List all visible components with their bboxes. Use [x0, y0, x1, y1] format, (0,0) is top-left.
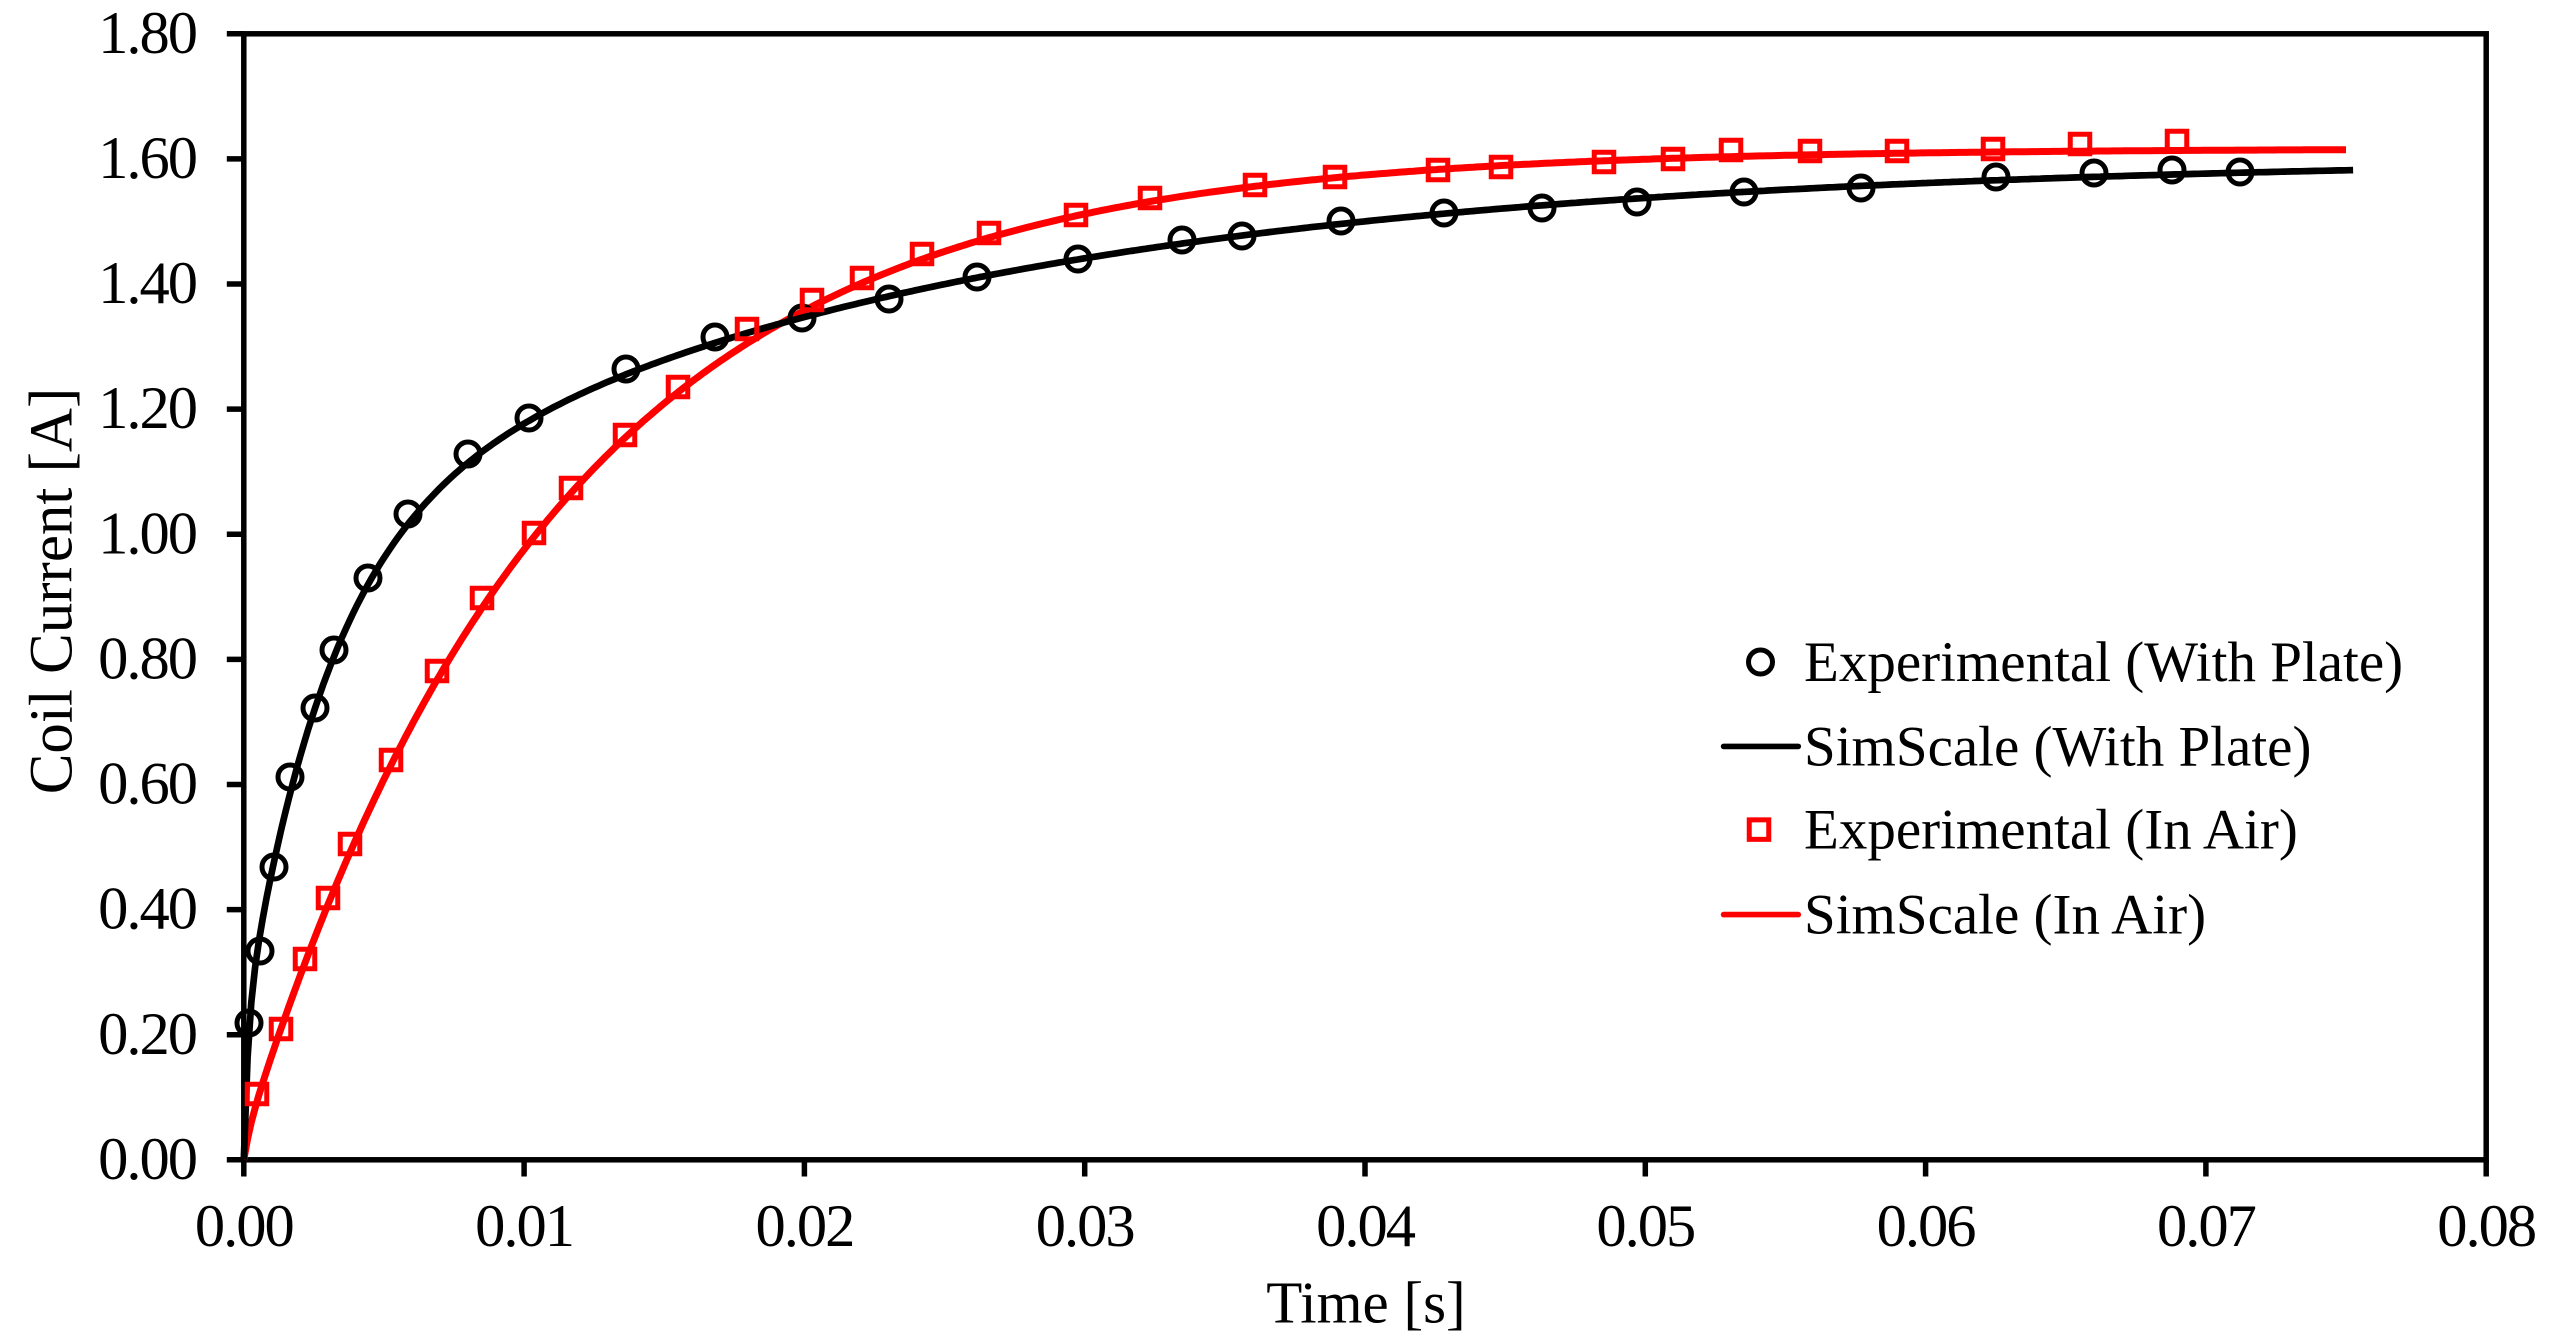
- svg-text:1.80: 1.80: [98, 0, 196, 67]
- svg-text:1.20: 1.20: [98, 375, 196, 442]
- svg-text:SimScale (In Air): SimScale (In Air): [1804, 884, 2206, 947]
- svg-text:0.60: 0.60: [98, 751, 196, 818]
- svg-text:Experimental (In Air): Experimental (In Air): [1804, 799, 2298, 862]
- svg-text:Time [s]: Time [s]: [1266, 1270, 1465, 1336]
- svg-text:0.00: 0.00: [195, 1193, 293, 1260]
- svg-text:0.08: 0.08: [2437, 1193, 2535, 1260]
- svg-text:0.06: 0.06: [1877, 1193, 1976, 1260]
- svg-text:1.60: 1.60: [98, 125, 196, 192]
- svg-text:1.00: 1.00: [98, 500, 196, 567]
- svg-text:0.05: 0.05: [1596, 1193, 1694, 1260]
- svg-text:Coil Current [A]: Coil Current [A]: [19, 388, 86, 795]
- svg-text:Experimental (With Plate): Experimental (With Plate): [1804, 631, 2403, 694]
- svg-text:SimScale (With Plate): SimScale (With Plate): [1804, 716, 2311, 779]
- svg-text:0.03: 0.03: [1036, 1193, 1134, 1260]
- svg-text:0.80: 0.80: [98, 626, 196, 693]
- svg-text:0.20: 0.20: [98, 1001, 196, 1068]
- svg-text:0.02: 0.02: [755, 1193, 853, 1260]
- svg-text:0.40: 0.40: [98, 876, 196, 943]
- svg-text:0.01: 0.01: [475, 1193, 573, 1260]
- svg-text:0.04: 0.04: [1316, 1193, 1416, 1260]
- svg-text:0.07: 0.07: [2157, 1193, 2256, 1260]
- svg-text:1.40: 1.40: [98, 250, 196, 317]
- svg-text:0.00: 0.00: [98, 1126, 196, 1193]
